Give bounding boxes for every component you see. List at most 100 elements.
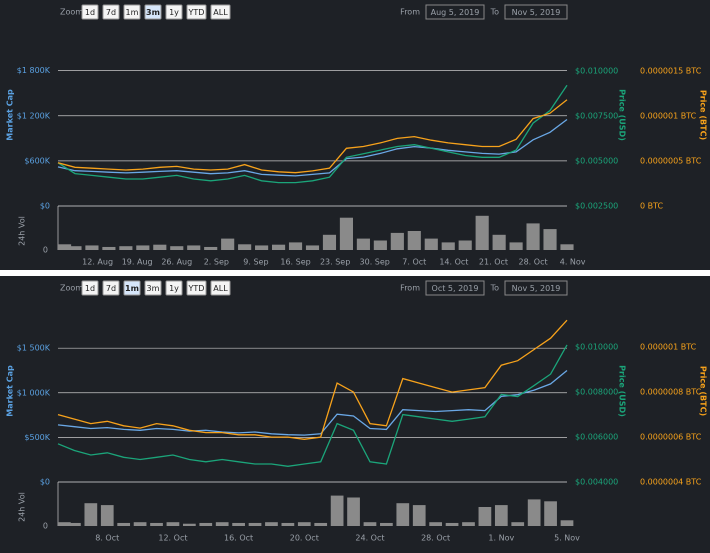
from-date[interactable]: Aug 5, 2019 xyxy=(431,8,480,17)
volume-bar xyxy=(199,522,213,526)
volume-bar xyxy=(494,505,508,526)
x-tick-label: 12. Oct xyxy=(158,534,187,543)
y3-tick-label: 0.0000004 BTC xyxy=(640,478,702,487)
zoom-button[interactable] xyxy=(123,4,141,20)
y2-tick-label: $0.004000 xyxy=(575,478,618,487)
y-tick-label: $0 xyxy=(40,202,50,211)
zoom-button-label[interactable]: ALL xyxy=(213,8,228,17)
volume-bar xyxy=(509,242,523,250)
y3-tick-label: 0 BTC xyxy=(640,202,664,211)
x-tick-label: 8. Oct xyxy=(95,534,119,543)
series-line xyxy=(57,99,568,174)
volume-bar xyxy=(396,503,410,526)
from-label: From xyxy=(400,8,420,17)
zoom-button-label[interactable]: 1m xyxy=(126,8,139,17)
volume-bar xyxy=(182,523,196,526)
y-tick-label: $1 000K xyxy=(17,388,51,397)
zoom-button[interactable] xyxy=(210,280,231,296)
zoom-button[interactable] xyxy=(186,4,207,20)
volume-bar xyxy=(356,238,370,250)
to-date[interactable]: Nov 5, 2019 xyxy=(512,284,561,293)
series-line xyxy=(57,319,568,440)
zoom-button[interactable] xyxy=(102,4,120,20)
x-tick-label: 24. Oct xyxy=(355,534,384,543)
y2-tick-label: $0.008000 xyxy=(575,388,618,397)
zoom-button-label[interactable]: 1y xyxy=(169,8,179,17)
volume-bar xyxy=(544,501,557,526)
zoom-button-label[interactable]: 3m xyxy=(146,8,160,17)
to-input[interactable] xyxy=(504,280,568,296)
to-input[interactable] xyxy=(504,4,568,20)
volume-bar xyxy=(58,244,72,250)
x-tick-label: 5. Nov xyxy=(554,534,580,543)
from-input[interactable] xyxy=(425,280,485,296)
volume-bar xyxy=(478,507,492,526)
volume-bar xyxy=(511,522,525,526)
volume-bar xyxy=(462,522,475,526)
divider xyxy=(0,270,710,276)
y2-axis-title: Price (USD) xyxy=(618,89,627,141)
from-date[interactable]: Oct 5, 2019 xyxy=(432,284,479,293)
volume-bar xyxy=(68,522,81,526)
zoom-button[interactable] xyxy=(210,4,231,20)
x-tick-label: 20. Oct xyxy=(290,534,319,543)
zoom-button-label[interactable]: 1m xyxy=(125,284,139,293)
zoom-button[interactable] xyxy=(102,280,120,296)
zoom-button[interactable] xyxy=(144,4,162,20)
volume-bar xyxy=(100,505,114,526)
zoom-button-label[interactable]: ALL xyxy=(213,284,228,293)
volume-bar xyxy=(119,246,133,250)
zoom-button[interactable] xyxy=(81,4,99,20)
zoom-button-label[interactable]: YTD xyxy=(188,8,205,17)
volume-bar xyxy=(271,244,286,250)
volume-bar xyxy=(412,505,426,526)
y-tick-label: $500K xyxy=(24,433,50,442)
x-tick-label: 12. Aug xyxy=(82,258,113,267)
y3-tick-label: 0.0000015 BTC xyxy=(640,66,702,75)
volume-bar xyxy=(322,234,337,250)
from-input[interactable] xyxy=(425,4,485,20)
volume-bar xyxy=(492,234,506,250)
y-tick-label: $1 200K xyxy=(17,111,51,120)
x-tick-label: 28. Oct xyxy=(519,258,548,267)
y2-axis-title: Price (USD) xyxy=(618,365,627,417)
zoom-button-label[interactable]: 1d xyxy=(85,284,95,293)
zoom-button[interactable] xyxy=(123,280,141,296)
volume-bar xyxy=(526,223,540,250)
volume-bar xyxy=(441,242,455,250)
y3-tick-label: 0.0000008 BTC xyxy=(640,388,702,397)
volume-bar xyxy=(136,245,150,250)
volume-bar xyxy=(347,497,360,526)
zoom-button-label[interactable]: YTD xyxy=(188,284,205,293)
volume-bar xyxy=(248,522,262,526)
zoom-button[interactable] xyxy=(165,280,183,296)
volume-bar xyxy=(458,240,472,250)
to-label: To xyxy=(490,8,500,17)
y-tick-label: $600K xyxy=(24,156,50,165)
y2-tick-label: $0.007500 xyxy=(575,111,618,120)
zoom-button[interactable] xyxy=(81,280,99,296)
volume-bar xyxy=(424,238,438,250)
zoom-button[interactable] xyxy=(186,280,207,296)
x-tick-label: 9. Sep xyxy=(243,258,268,267)
volume-bar xyxy=(150,522,163,526)
zoom-button-label[interactable]: 7d xyxy=(106,8,116,17)
y2-tick-label: $0.010000 xyxy=(575,343,618,352)
to-date[interactable]: Nov 5, 2019 xyxy=(512,8,561,17)
x-tick-label: 23. Sep xyxy=(320,258,350,267)
zoom-button-label[interactable]: 3m xyxy=(147,284,160,293)
series-line xyxy=(57,344,568,467)
zoom-button[interactable] xyxy=(165,4,183,20)
zoom-button-label[interactable]: 1y xyxy=(169,284,179,293)
y3-tick-label: 0.0000005 BTC xyxy=(640,156,702,165)
volume-bar xyxy=(527,499,541,526)
zoom-button-label[interactable]: 7d xyxy=(106,284,116,293)
x-tick-label: 7. Oct xyxy=(402,258,426,267)
zoom-button[interactable] xyxy=(144,280,162,296)
volume-bar xyxy=(166,522,180,526)
volume-bar xyxy=(133,522,147,526)
zoom-button-label[interactable]: 1d xyxy=(85,8,95,17)
series-line xyxy=(57,118,568,177)
y-tick-label: $0 xyxy=(40,478,50,487)
y2-tick-label: $0.010000 xyxy=(575,66,618,75)
